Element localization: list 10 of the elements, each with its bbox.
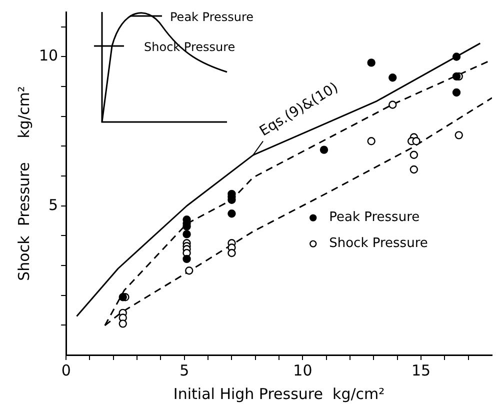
legend-label: Shock Pressure <box>329 236 428 252</box>
annotation: Peak Pressure <box>170 10 254 24</box>
x-tick-label: 10 <box>293 361 312 380</box>
x-tick-label: 5 <box>180 361 190 380</box>
x-axis-title: Initial High Pressure kg/cm² <box>173 384 385 403</box>
annotation: Shock Pressure <box>144 40 236 54</box>
x-tick-label: 15 <box>411 361 431 380</box>
y-axis-title: Shock Pressure kg/cm² <box>14 86 33 281</box>
x-tick-label: 0 <box>61 361 71 380</box>
legend-label: Peak Pressure <box>329 210 420 226</box>
